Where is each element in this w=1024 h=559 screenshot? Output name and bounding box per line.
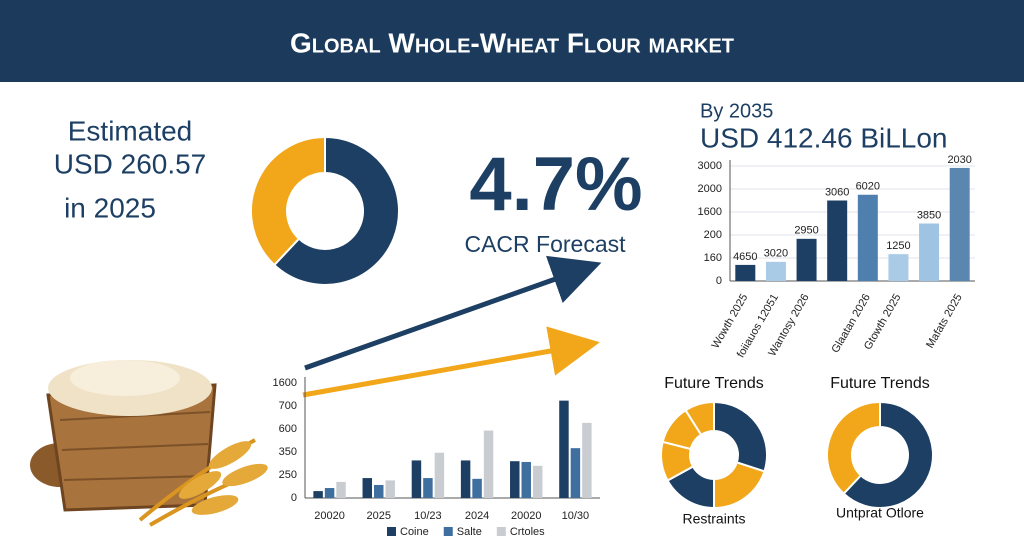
bar <box>313 491 323 498</box>
donut-caption: Untprat Otlore <box>836 505 924 521</box>
y-tick-label: 700 <box>279 400 297 412</box>
donut-slice <box>713 461 766 510</box>
y-tick-label: 2000 <box>698 183 722 195</box>
forecast-line: USD 412.46 BiLLon <box>700 122 948 153</box>
bar <box>521 461 531 498</box>
bar-annotation: 3850 <box>917 209 941 221</box>
bar <box>857 194 878 281</box>
legend-label: Crtoles <box>510 526 545 538</box>
bar <box>362 478 373 498</box>
bar <box>483 430 494 498</box>
donut-slice <box>684 400 715 437</box>
bar-annotation: 4650 <box>733 251 757 263</box>
header-band <box>0 0 1024 82</box>
y-tick-label: 160 <box>704 252 722 264</box>
legend-label: Coine <box>400 526 429 538</box>
bar <box>888 254 909 281</box>
y-tick-label: 1600 <box>273 377 297 389</box>
cagr-value: 4.7% <box>469 142 642 227</box>
x-tick-label: 10/23 <box>414 510 442 522</box>
y-tick-label: 0 <box>716 275 722 287</box>
estimate-line: in 2025 <box>64 192 156 223</box>
bar-annotation: 2030 <box>947 154 971 166</box>
x-tick-label: 20020 <box>511 510 542 522</box>
donut-slice <box>272 135 400 286</box>
bar-annotation: 1250 <box>886 240 910 252</box>
bar <box>735 264 756 281</box>
donut-title: Future Trends <box>830 375 930 392</box>
y-tick-label: 600 <box>279 423 297 435</box>
y-tick-label: 3000 <box>698 160 722 172</box>
donut-slice <box>250 135 326 267</box>
y-tick-label: 350 <box>279 446 297 458</box>
arrow <box>302 326 600 398</box>
bar <box>582 422 592 498</box>
y-tick-label: 0 <box>291 492 297 504</box>
donut-slice <box>713 400 768 473</box>
y-tick-label: 1600 <box>698 206 722 218</box>
x-tick-label: 10/30 <box>562 510 590 522</box>
flour-sack-illustration <box>30 360 268 527</box>
bar <box>919 223 940 281</box>
bar <box>827 200 848 281</box>
forecast-line: By 2035 <box>700 100 773 122</box>
bar <box>559 400 569 498</box>
x-tick-label: 2025 <box>367 510 391 522</box>
bar <box>570 448 581 498</box>
bar <box>532 465 543 498</box>
legend-swatch <box>387 527 396 536</box>
legend-swatch <box>496 527 506 536</box>
x-tick-label: 20020 <box>314 510 345 522</box>
bar <box>510 461 520 498</box>
donut-slice <box>842 400 934 509</box>
legend-label: Salte <box>457 526 482 538</box>
donut-slice <box>826 400 881 496</box>
donut-title: Future Trends <box>664 375 764 392</box>
donut-caption: Restraints <box>682 511 745 527</box>
bar <box>324 488 335 498</box>
bar <box>796 238 817 281</box>
bar-annotation: 2950 <box>794 225 818 237</box>
y-tick-label: 200 <box>704 229 722 241</box>
bar <box>374 484 384 498</box>
estimate-line: USD 260.57 <box>54 148 207 179</box>
x-tick-label: 2024 <box>465 510 489 522</box>
bar-annotation: 6020 <box>856 181 880 193</box>
bar-annotation: 3020 <box>764 248 788 260</box>
y-tick-label: 250 <box>279 469 297 481</box>
cagr-label: CACR Forecast <box>464 231 626 257</box>
bar <box>411 460 422 498</box>
arrow <box>304 255 602 371</box>
x-tick-label: Mafats 2025 <box>924 292 965 350</box>
bar <box>423 478 433 498</box>
bar <box>385 480 395 498</box>
bar <box>472 478 482 498</box>
bar <box>949 167 970 281</box>
bar <box>765 261 786 281</box>
title: Global Whole-Wheat Flour market <box>290 27 734 58</box>
estimate-line: Estimated <box>68 115 193 146</box>
bar <box>434 452 445 498</box>
bar <box>336 481 346 498</box>
bar-annotation: 3060 <box>825 186 849 198</box>
bar <box>460 460 471 498</box>
legend-swatch <box>443 527 453 536</box>
